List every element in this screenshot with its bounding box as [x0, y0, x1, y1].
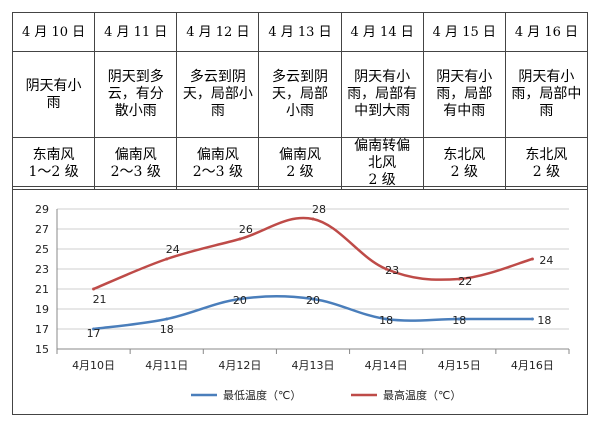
weather-cell: 阴天有小 雨	[11, 51, 96, 138]
data-label: 22	[458, 275, 472, 288]
date-row: 4 月 10 日 4 月 11 日 4 月 12 日 4 月 13 日 4 月 …	[11, 12, 589, 52]
date-cell: 4 月 12 日	[176, 12, 260, 52]
weather-row: 阴天有小 雨 阴天到多 云，有分 散小雨 多云到阴 天，局部小 雨 多云到阴 天…	[11, 51, 589, 138]
weather-cell: 阴天到多 云，有分 散小雨	[94, 51, 178, 138]
date-cell: 4 月 11 日	[94, 12, 178, 52]
data-point	[530, 257, 534, 261]
data-label: 24	[166, 243, 180, 256]
x-tick-label: 4月16日	[511, 359, 554, 372]
weather-cell: 多云到阴 天，局部小 雨	[176, 51, 260, 138]
wind-cell: 偏南风 2 级	[258, 137, 342, 190]
legend-label: 最高温度（℃）	[383, 388, 461, 402]
data-point	[238, 297, 242, 301]
date-cell: 4 月 15 日	[422, 12, 506, 52]
x-tick-label: 4月14日	[365, 359, 408, 372]
wind-cell: 东北风 2 级	[422, 137, 506, 190]
weather-cell: 阴天有小 雨，局部有 中到大雨	[340, 51, 424, 138]
wind-cell: 偏南风 2～3 级	[176, 137, 260, 190]
y-tick-label: 19	[35, 303, 49, 316]
temperature-line-chart: 15 17 19 21 23 25 27 29 4月10日 4月11日 4月12日 4月13日 4月14…	[35, 203, 570, 402]
date-cell: 4 月 10 日	[11, 12, 96, 52]
y-tick-label: 29	[35, 203, 49, 216]
data-point	[165, 317, 169, 321]
wind-cell: 东南风 1～2 级	[11, 137, 96, 190]
date-cell: 4 月 16 日	[504, 12, 589, 52]
wind-cell: 偏南转偏 北风 2 级	[340, 137, 424, 190]
data-label: 23	[385, 264, 399, 277]
data-point	[311, 297, 315, 301]
y-tick-label: 25	[35, 243, 49, 256]
data-point	[92, 327, 96, 331]
data-label: 20	[306, 294, 320, 307]
x-tick-label: 4月12日	[218, 359, 261, 372]
y-tick-label: 15	[35, 343, 49, 356]
data-label: 20	[233, 294, 247, 307]
data-point	[530, 317, 534, 321]
weather-cell: 多云到阴 天，局部 小雨	[258, 51, 342, 138]
data-label: 24	[539, 254, 553, 267]
x-tick-label: 4月15日	[438, 359, 481, 372]
y-tick-label: 21	[35, 283, 49, 296]
data-label: 18	[379, 314, 393, 327]
weather-cell: 阴天有小 雨，局部中 雨	[504, 51, 589, 138]
x-tick-label: 4月13日	[292, 359, 335, 372]
data-label: 21	[93, 293, 107, 306]
y-tick-label: 17	[35, 323, 49, 336]
data-label: 26	[239, 223, 253, 236]
date-cell: 4 月 13 日	[258, 12, 342, 52]
data-point	[238, 237, 242, 241]
y-tick-label: 27	[35, 223, 49, 236]
data-point	[92, 287, 96, 291]
date-cell: 4 月 14 日	[340, 12, 424, 52]
forecast-table: 4 月 10 日 4 月 11 日 4 月 12 日 4 月 13 日 4 月 …	[11, 12, 589, 190]
wind-cell: 偏南风 2～3 级	[94, 137, 178, 190]
data-point	[384, 317, 388, 321]
data-label: 17	[87, 327, 101, 340]
data-point	[311, 217, 315, 221]
wind-cell: 东北风 2 级	[504, 137, 589, 190]
data-label: 28	[312, 203, 326, 216]
data-point	[165, 257, 169, 261]
data-point	[457, 317, 461, 321]
data-label: 18	[537, 314, 551, 327]
data-point	[457, 277, 461, 281]
x-tick-label: 4月11日	[145, 359, 188, 372]
data-label: 18	[160, 323, 174, 336]
weather-cell: 阴天有小 雨，局部 有中雨	[422, 51, 506, 138]
data-point	[384, 267, 388, 271]
legend-label: 最低温度（℃）	[223, 388, 301, 402]
wind-row: 东南风 1～2 级 偏南风 2～3 级 偏南风 2～3 级 偏南风 2 级 偏南…	[11, 137, 589, 190]
temperature-chart: 15 17 19 21 23 25 27 29 4月10日 4月11日 4月12日 4月13日 4月14…	[12, 186, 588, 415]
y-tick-label: 23	[35, 263, 49, 276]
x-tick-label: 4月10日	[72, 359, 115, 372]
data-label: 18	[452, 314, 466, 327]
